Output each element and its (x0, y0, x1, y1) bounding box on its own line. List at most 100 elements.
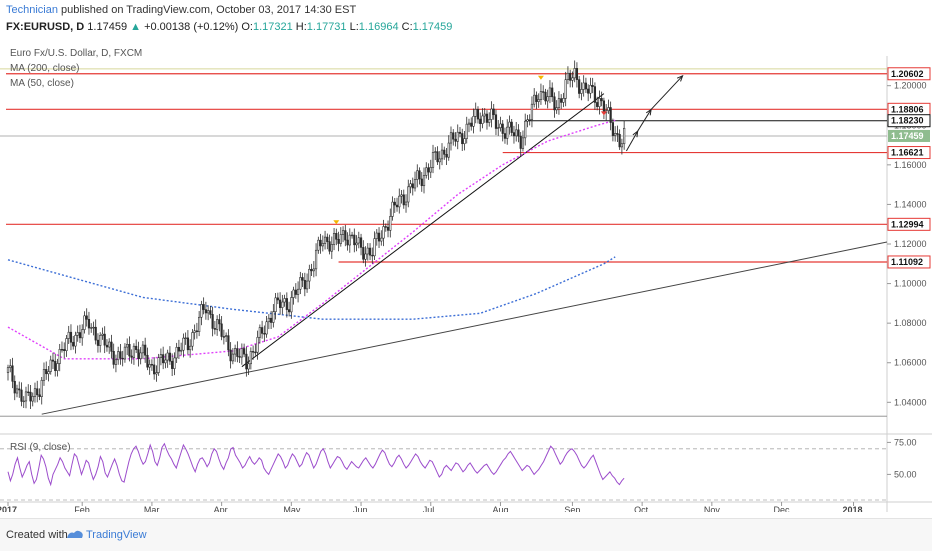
open-value: 1.17321 (252, 21, 293, 33)
candle-up (566, 72, 570, 81)
candle-down (238, 356, 241, 358)
candle-up (58, 349, 61, 364)
candle-up (526, 119, 529, 122)
candle-up (416, 170, 419, 180)
author-link[interactable]: Technician (6, 4, 58, 16)
candle-down (470, 122, 473, 127)
projection-arrow-3-head (676, 74, 684, 82)
projection-arrow-2-head (645, 108, 652, 116)
candle-down (386, 226, 390, 231)
candle-up (607, 107, 610, 111)
candle-up (296, 288, 300, 295)
candle-down (130, 355, 133, 358)
candle-up (132, 345, 136, 358)
candle-up (521, 137, 525, 149)
candle-down (501, 123, 504, 134)
marker-triangle (333, 220, 340, 225)
price-label: 1.11092 (891, 257, 923, 267)
candle-up (323, 236, 327, 244)
candle-down (602, 100, 606, 114)
candle-down (51, 359, 55, 362)
candle-up (81, 329, 84, 339)
candle-down (454, 138, 457, 142)
chart-legend: Euro Fx/U.S. Dollar, D, FXCM MA (200, cl… (10, 46, 142, 91)
candle-down (384, 226, 387, 228)
candle-down (60, 349, 64, 351)
price-label-box (887, 217, 931, 231)
price-label-box (887, 146, 931, 160)
candle-up (65, 338, 68, 352)
x-tick-label: Jun (353, 505, 368, 512)
candle-down (18, 388, 21, 391)
candle-up (240, 348, 243, 358)
candle-down (105, 344, 109, 348)
candle-up (497, 127, 500, 129)
candle-up (139, 352, 142, 359)
candle-up (234, 348, 237, 355)
high-label: H: (295, 21, 307, 33)
candle-down (427, 167, 430, 173)
candle-up (272, 311, 275, 323)
candle-down (326, 236, 329, 242)
candle-up (582, 82, 585, 90)
candle-up (56, 363, 59, 371)
candle-up (348, 234, 351, 246)
candle-down (458, 131, 462, 134)
candle-up (74, 335, 77, 347)
candle-up (184, 337, 187, 339)
candle-up (6, 367, 10, 373)
price-chart[interactable]: 1.04000 1.06000 1.08000 1.10000 1.12000 1.140… (0, 42, 932, 516)
candle-down (591, 84, 594, 87)
symbol-label: FX:EURUSD, D (6, 21, 85, 33)
candle-down (569, 72, 572, 81)
marker-triangle (600, 111, 607, 116)
candle-up (483, 113, 486, 117)
candle-down (204, 309, 207, 314)
candle-up (524, 120, 527, 139)
candle-down (20, 389, 23, 402)
candle-up (182, 337, 185, 351)
price-label-box (887, 67, 931, 81)
candle-down (371, 254, 374, 257)
candle-up (465, 123, 468, 139)
candle-down (243, 348, 246, 355)
candle-down (202, 304, 205, 310)
candle-up (508, 121, 511, 128)
tradingview-brand[interactable]: TradingView (86, 529, 147, 541)
chart-area[interactable]: 1.04000 1.06000 1.08000 1.10000 1.12000 1.140… (0, 42, 932, 516)
candle-up (364, 253, 367, 260)
candle-up (330, 244, 333, 252)
candle-up (274, 297, 277, 312)
candle-up (499, 123, 502, 128)
candle-up (249, 351, 252, 365)
candle-down (171, 360, 174, 369)
price-label: 1.17459 (891, 131, 924, 141)
candle-up (389, 216, 392, 231)
candle-up (123, 346, 127, 360)
candle-up (76, 332, 79, 336)
x-tick-label: Sep (564, 505, 580, 512)
candle-up (474, 109, 477, 117)
price-label: 1.18806 (891, 104, 924, 114)
candle-down (353, 234, 356, 246)
candle-down (542, 91, 545, 93)
candle-up (341, 230, 345, 235)
candle-up (620, 143, 623, 148)
candle-up (515, 129, 518, 137)
candle-down (512, 132, 516, 137)
y-tick-label: 1.06000 (894, 358, 927, 368)
candle-up (431, 152, 435, 168)
candle-up (339, 234, 342, 244)
candle-down (551, 87, 554, 98)
candle-down (575, 68, 579, 80)
candle-up (258, 327, 261, 338)
close-label: C: (401, 21, 413, 33)
candle-down (263, 333, 266, 335)
candle-up (580, 89, 583, 94)
candle-down (609, 107, 612, 123)
candle-up (216, 319, 219, 330)
candle-down (485, 113, 489, 123)
candle-down (78, 332, 82, 339)
candle-up (193, 330, 196, 333)
candle-down (517, 129, 520, 137)
